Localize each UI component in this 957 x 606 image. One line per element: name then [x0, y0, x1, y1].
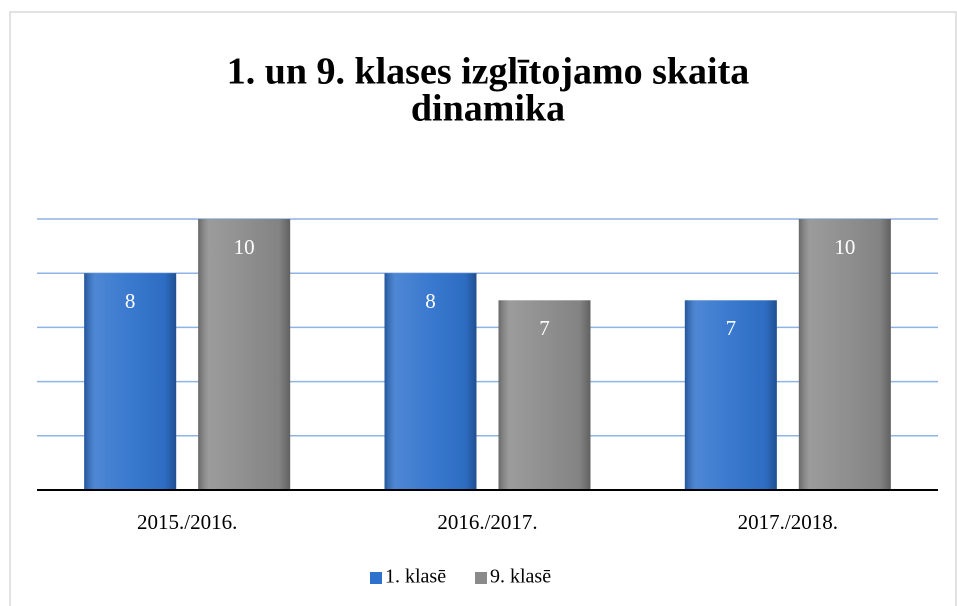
x-tick-label: 2015./2016. [137, 510, 237, 534]
legend-label: 9. klasē [490, 566, 551, 588]
data-label: 7 [726, 316, 737, 340]
data-label: 10 [834, 235, 855, 259]
bar-shade [684, 300, 777, 490]
data-label: 8 [425, 289, 436, 313]
bar-shade [198, 219, 291, 490]
bar-shade [498, 300, 591, 490]
legend-label: 1. klasē [385, 566, 446, 588]
bar-shade [798, 219, 891, 490]
bar-shade [84, 273, 177, 490]
data-label: 8 [125, 289, 136, 313]
legend-swatch [370, 572, 382, 584]
x-tick-label: 2017./2018. [738, 510, 838, 534]
chart-title: dinamika [411, 88, 565, 130]
bar-shade [384, 273, 477, 490]
legend-swatch [475, 572, 487, 584]
data-label: 7 [539, 316, 550, 340]
chart-title: 1. un 9. klases izglītojamo skaita [227, 51, 750, 93]
x-tick-label: 2016./2017. [437, 510, 537, 534]
data-label: 10 [234, 235, 255, 259]
